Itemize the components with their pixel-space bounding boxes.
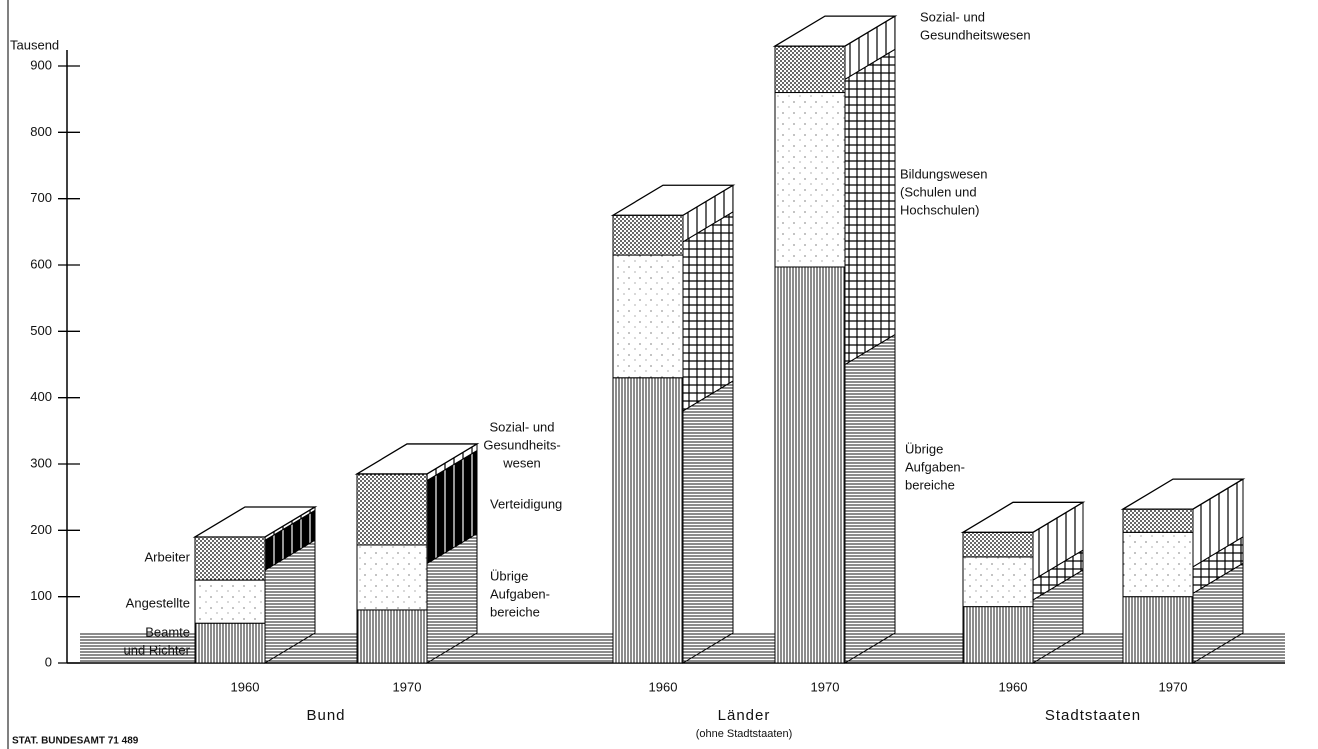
front-segment bbox=[774, 45, 846, 94]
front-segment bbox=[774, 92, 846, 268]
front-segment bbox=[194, 622, 266, 664]
side-label: Sozial- und bbox=[920, 9, 985, 24]
front-label: und Richter bbox=[124, 642, 191, 657]
side-label: Verteidigung bbox=[490, 496, 562, 511]
y-tick-label: 100 bbox=[30, 588, 52, 603]
y-tick-label: 0 bbox=[45, 654, 52, 669]
y-tick-label: 900 bbox=[30, 57, 52, 72]
side-label: (Schulen und bbox=[900, 184, 977, 199]
y-tick-label: 500 bbox=[30, 323, 52, 338]
side-label: Hochschulen) bbox=[900, 202, 980, 217]
year-label: 1970 bbox=[811, 679, 840, 694]
front-segment bbox=[1122, 531, 1194, 598]
front-segment bbox=[1122, 596, 1194, 664]
side-label: Übrige bbox=[490, 568, 528, 583]
front-segment bbox=[194, 536, 266, 581]
side-label: Gesundheitswesen bbox=[920, 27, 1031, 42]
year-label: 1960 bbox=[999, 679, 1028, 694]
front-label: Arbeiter bbox=[144, 549, 190, 564]
front-segment bbox=[356, 473, 428, 546]
front-segment bbox=[962, 556, 1034, 608]
front-segment bbox=[356, 609, 428, 664]
top-face bbox=[610, 184, 736, 216]
front-segment bbox=[194, 579, 266, 624]
year-label: 1970 bbox=[393, 679, 422, 694]
front-segment bbox=[612, 254, 684, 379]
group-label: Bund bbox=[306, 707, 345, 724]
year-label: 1970 bbox=[1159, 679, 1188, 694]
group-note: (ohne Stadtstaaten) bbox=[696, 728, 793, 740]
front-segment bbox=[962, 606, 1034, 664]
side-label: Bildungswesen bbox=[900, 166, 987, 181]
front-segment bbox=[1122, 508, 1194, 533]
y-tick-label: 300 bbox=[30, 455, 52, 470]
top-face bbox=[1120, 478, 1246, 510]
unit-label: Tausend bbox=[10, 37, 59, 52]
group-label: Länder bbox=[718, 707, 771, 724]
front-segment bbox=[962, 531, 1034, 558]
side-segment bbox=[844, 48, 896, 366]
top-face bbox=[772, 15, 898, 47]
y-tick-label: 200 bbox=[30, 522, 52, 537]
year-label: 1960 bbox=[231, 679, 260, 694]
side-label: bereiche bbox=[905, 477, 955, 492]
top-face bbox=[354, 443, 480, 475]
year-label: 1960 bbox=[649, 679, 678, 694]
front-label: Angestellte bbox=[126, 595, 190, 610]
side-label: Übrige bbox=[905, 441, 943, 456]
side-label: Aufgaben- bbox=[490, 586, 550, 601]
side-segment bbox=[844, 333, 896, 664]
group-label: Stadtstaaten bbox=[1045, 707, 1141, 724]
side-label: Gesundheits- bbox=[483, 437, 560, 452]
side-label: wesen bbox=[502, 455, 541, 470]
side-segment bbox=[682, 210, 734, 412]
y-tick-label: 600 bbox=[30, 256, 52, 271]
front-segment bbox=[774, 266, 846, 664]
y-tick-label: 800 bbox=[30, 124, 52, 139]
y-tick-label: 700 bbox=[30, 190, 52, 205]
front-segment bbox=[612, 214, 684, 256]
front-segment bbox=[612, 377, 684, 664]
top-face bbox=[960, 501, 1086, 533]
front-segment bbox=[356, 544, 428, 611]
y-tick-label: 400 bbox=[30, 389, 52, 404]
side-label: Sozial- und bbox=[489, 419, 554, 434]
side-label: bereiche bbox=[490, 604, 540, 619]
front-label: Beamte bbox=[145, 624, 190, 639]
source: STAT. BUNDESAMT 71 489 bbox=[12, 736, 139, 747]
side-label: Aufgaben- bbox=[905, 459, 965, 474]
top-face bbox=[192, 506, 318, 538]
side-segment bbox=[682, 380, 734, 664]
